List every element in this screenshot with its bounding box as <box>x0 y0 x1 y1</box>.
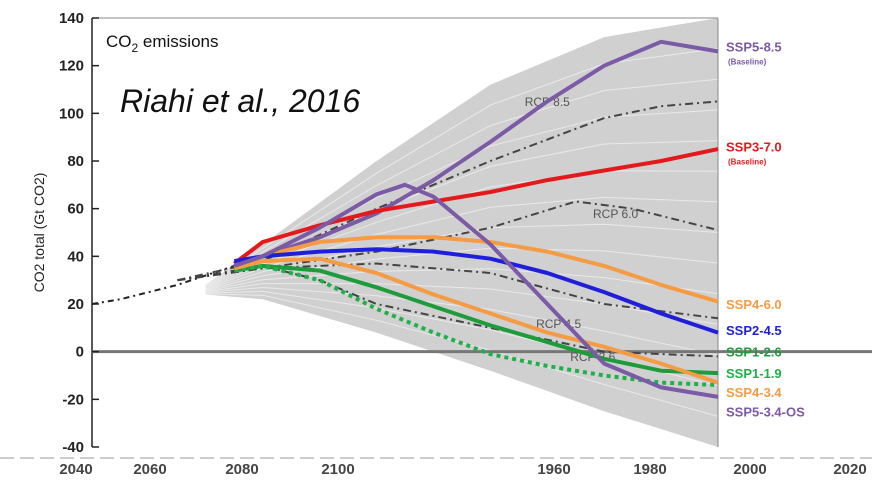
y-tick-label: 40 <box>67 248 84 265</box>
citation-text: Riahi et al., 2016 <box>120 83 360 119</box>
x-tick-label: 2020 <box>833 461 866 478</box>
series-line <box>233 256 719 385</box>
y-tick-label: -20 <box>62 391 84 408</box>
rcp-line <box>177 100 719 282</box>
rcp-line <box>177 264 719 358</box>
series-sublabel: (Baseline) <box>728 58 767 67</box>
series-line <box>233 182 719 399</box>
series-label: SSP5-3.4-OS <box>726 404 805 419</box>
series-line <box>233 263 719 387</box>
x-tick-label: 2060 <box>133 461 166 478</box>
y-tick-label: 120 <box>59 58 84 75</box>
series-line <box>233 147 719 266</box>
series-label: SSP1-1.9 <box>726 366 782 381</box>
scenario-line <box>205 268 719 295</box>
series-label: SSP2-4.5 <box>726 323 782 338</box>
series-line <box>233 235 719 304</box>
y-tick-label: 80 <box>67 153 84 170</box>
panel-title: CO2 emissions <box>106 32 219 55</box>
x-tick-label: 2100 <box>321 461 354 478</box>
scenario-line <box>205 48 719 287</box>
rcp-line <box>177 262 719 320</box>
series-label: SSP4-6.0 <box>726 297 782 312</box>
series-sublabel: (Baseline) <box>728 158 767 167</box>
x-tick-label: 2040 <box>59 461 92 478</box>
y-tick-label: -40 <box>62 439 84 456</box>
y-tick-label: 140 <box>59 10 84 27</box>
scenario-line <box>205 286 719 356</box>
series-label: SSP1-2.6 <box>726 345 782 360</box>
series-line <box>233 263 719 376</box>
scenario-line <box>205 283 719 325</box>
y-tick-label: 0 <box>76 344 84 361</box>
y-tick-label: 20 <box>67 296 84 313</box>
scenario-line <box>205 247 719 291</box>
historical-line <box>91 264 235 305</box>
series-line <box>233 39 719 268</box>
scenario-line <box>205 293 719 417</box>
x-tick-label: 2000 <box>733 461 766 478</box>
x-tick-label: 1960 <box>537 461 570 478</box>
scenario-line <box>205 196 719 290</box>
series-label: SSP3-7.0 <box>726 140 782 155</box>
x-tick-label: 1980 <box>633 461 666 478</box>
series-label: SSP5-8.5 <box>726 40 782 55</box>
rcp-label: RCP 6.0 <box>593 207 638 221</box>
x-tick-label: 2080 <box>225 461 258 478</box>
y-tick-label: 60 <box>67 201 84 218</box>
y-axis-label: CO2 total (Gt CO2) <box>31 173 47 293</box>
y-tick-label: 100 <box>59 105 84 122</box>
series-line <box>233 247 719 335</box>
series-label: SSP4-3.4 <box>726 385 782 400</box>
